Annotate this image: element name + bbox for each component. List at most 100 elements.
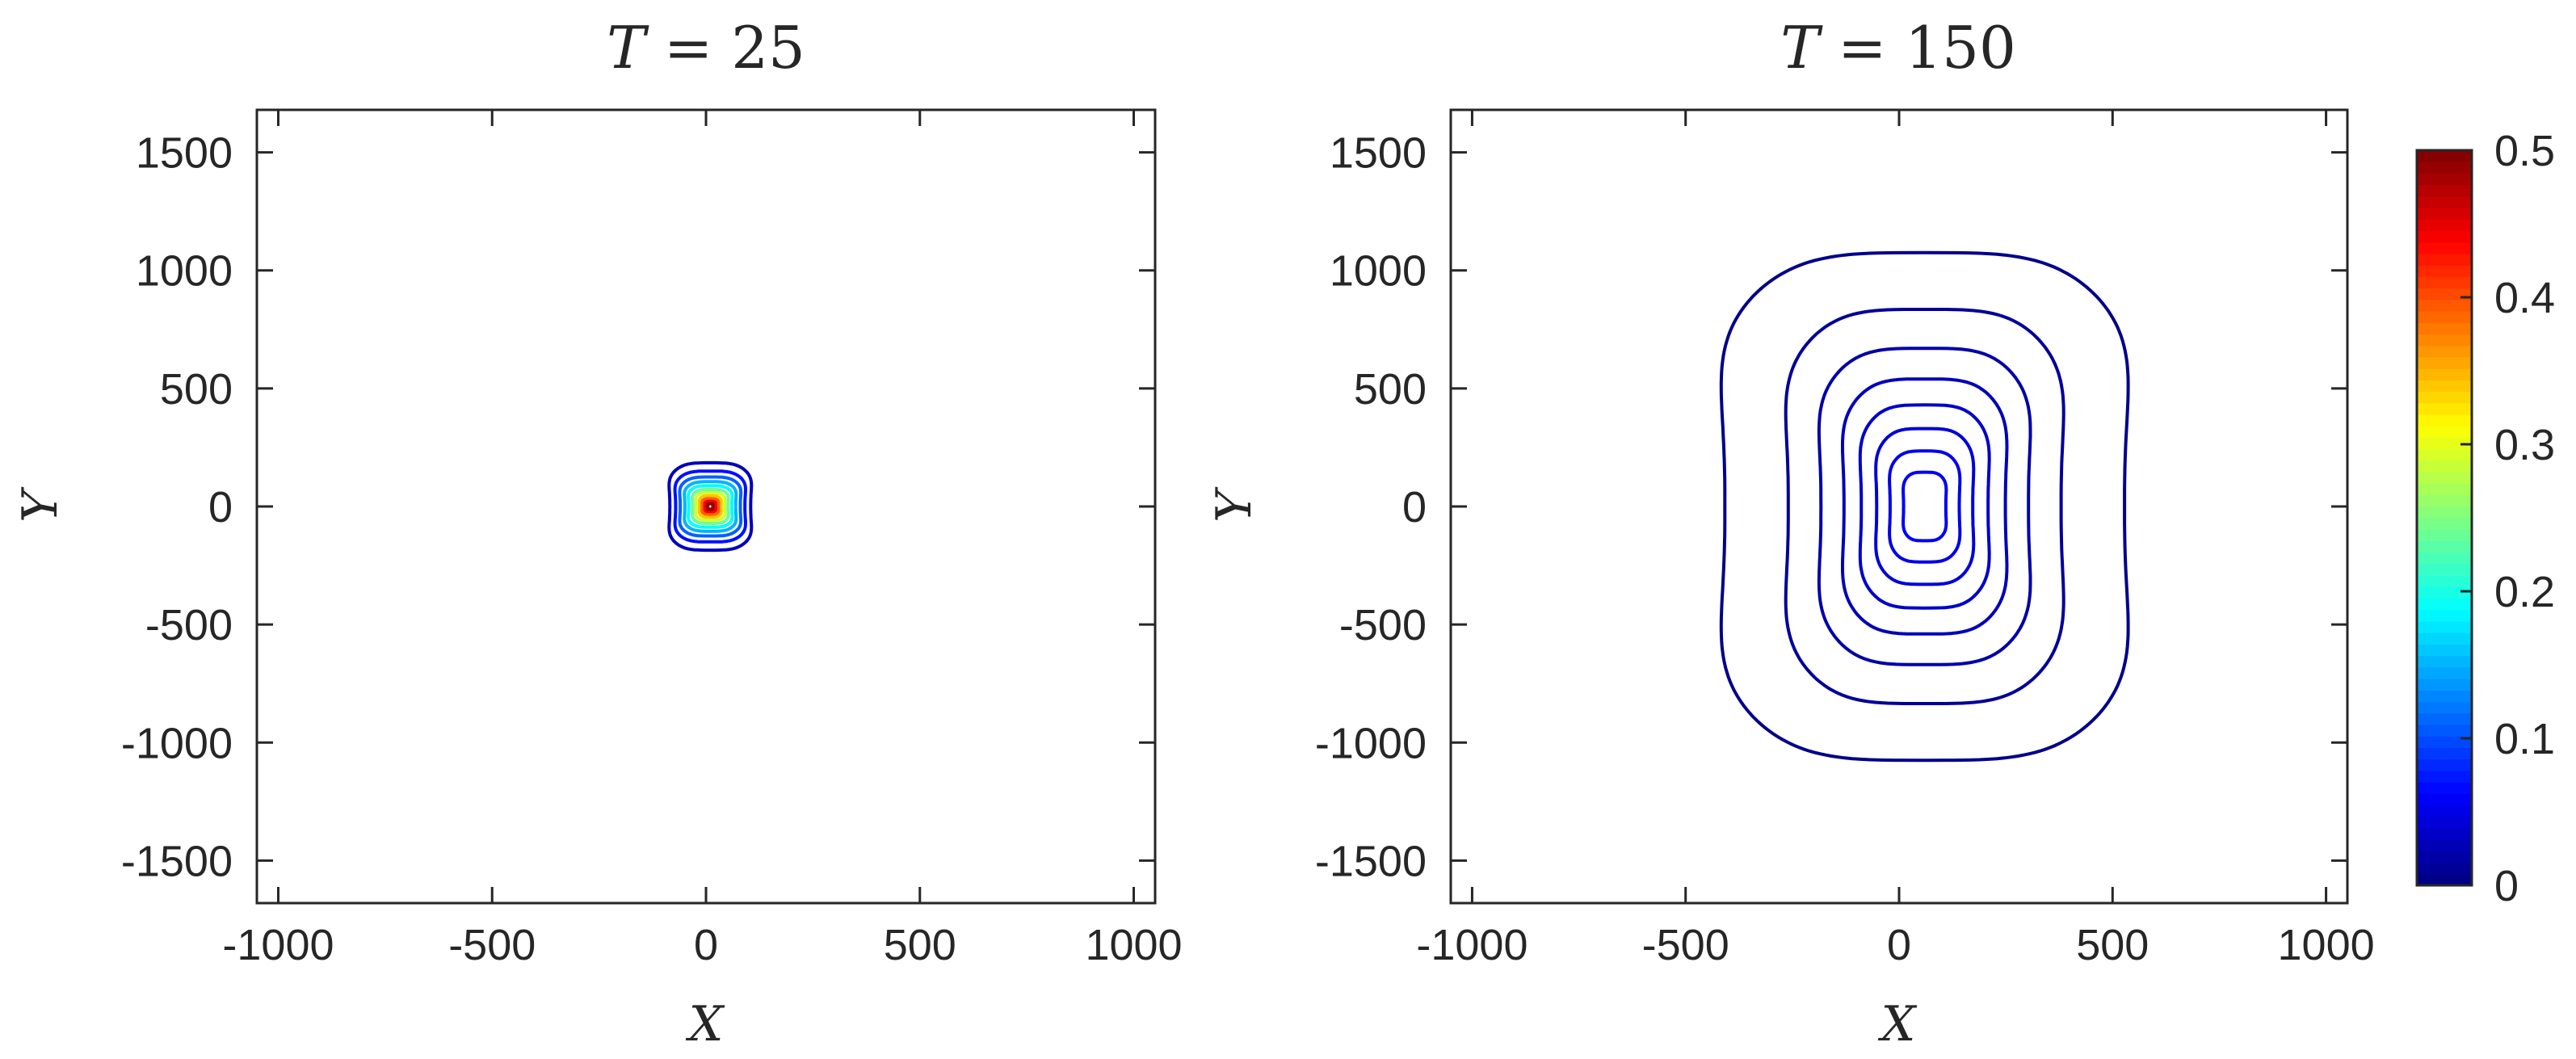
x-tick-label: 1000: [2278, 921, 2375, 969]
colorbar-segment: [2417, 368, 2472, 380]
y-tick-label: -1000: [1315, 719, 1427, 767]
colorbar-tick-label: 0.3: [2494, 421, 2555, 469]
colorbar-segment: [2417, 575, 2472, 587]
y-tick-label: 1000: [1330, 247, 1427, 296]
y-axis-label-right: Y: [1206, 486, 1263, 523]
colorbar-segment: [2417, 322, 2472, 335]
colorbar-segment: [2417, 380, 2472, 393]
colorbar-segment: [2417, 679, 2472, 691]
colorbar-segment: [2417, 265, 2472, 278]
colorbar-segment: [2417, 839, 2472, 851]
y-tick-label: 0: [208, 483, 233, 532]
colorbar-tick-label: 0: [2494, 862, 2519, 910]
colorbar-segment: [2417, 288, 2472, 300]
title-left: T = 25: [607, 14, 805, 82]
colorbar-segment: [2417, 529, 2472, 542]
x-tick-label: -500: [1642, 921, 1729, 969]
colorbar-segment: [2417, 334, 2472, 347]
colorbar-segment: [2417, 690, 2472, 703]
contour-level-6: [1888, 449, 1962, 564]
contour-level-10: [705, 502, 715, 511]
y-tick-label: -500: [1339, 601, 1427, 649]
contour-level-3: [683, 480, 738, 533]
colorbar-tick-label: 0.4: [2494, 274, 2555, 322]
y-tick-label: -1500: [121, 837, 233, 885]
contour-level-8: [700, 497, 721, 516]
title-right: T = 150: [1780, 14, 2016, 82]
colorbar-segment: [2417, 827, 2472, 840]
colorbar-segment: [2417, 184, 2472, 197]
colorbar-segment: [2417, 391, 2472, 404]
colorbar-segment: [2417, 162, 2472, 174]
colorbar-segment: [2417, 402, 2472, 415]
colorbar-segment: [2417, 586, 2472, 599]
colorbar-segment: [2417, 311, 2472, 323]
colorbar-segment: [2417, 644, 2472, 657]
colorbar-segment: [2417, 747, 2472, 760]
colorbar-segment: [2417, 563, 2472, 576]
colorbar-segment: [2417, 701, 2472, 714]
contour-level-2: [1817, 347, 2032, 666]
panel-left: T = 25 X Y -1000 -500 0 500 1000 1500 1000 500 0…: [12, 14, 1183, 1053]
colorbar-segment: [2417, 253, 2472, 266]
colorbar-tick-label: 0.1: [2494, 715, 2555, 763]
colorbar-segment: [2417, 793, 2472, 806]
x-axis-label-right: X: [1878, 996, 1918, 1053]
y-tick-label: 1000: [136, 247, 233, 296]
colorbar-segment: [2417, 426, 2472, 439]
contour-level-0: [667, 460, 754, 553]
colorbar-segment: [2417, 518, 2472, 530]
colorbar-segment: [2417, 195, 2472, 208]
colorbar-segment: [2417, 437, 2472, 450]
y-tick-label: 1500: [1330, 129, 1427, 178]
contour-level-5: [691, 488, 730, 525]
colorbar-segment: [2417, 150, 2472, 162]
panel-right: T = 150 X Y -1000 -500 0 500 1000 1500 1000 500…: [1206, 14, 2375, 1053]
x-tick-label: 500: [2076, 921, 2149, 969]
colorbar-segment: [2417, 242, 2472, 254]
y-tick-label: 500: [1354, 365, 1427, 414]
colorbar-segment: [2417, 552, 2472, 565]
colorbar-segment: [2417, 208, 2472, 220]
colorbar-segment: [2417, 345, 2472, 358]
colorbar-segment: [2417, 414, 2472, 427]
x-tick-label: -1000: [1416, 921, 1528, 969]
contour-lines: [667, 460, 754, 553]
colorbar-segment: [2417, 483, 2472, 496]
contour-lines: [1719, 250, 2130, 763]
colorbar-segment: [2417, 506, 2472, 519]
contour-level-0: [1719, 250, 2130, 763]
colorbar-segment: [2417, 632, 2472, 645]
colorbar-segment: [2417, 712, 2472, 725]
colorbar-segment: [2417, 219, 2472, 232]
colorbar-segment: [2417, 609, 2472, 622]
y-tick-label: -1500: [1315, 837, 1427, 885]
contour-level-4: [1858, 403, 1991, 610]
y-axis-label-left: Y: [12, 486, 69, 523]
colorbar-tick-label: 0.2: [2494, 568, 2555, 616]
colorbar-segment: [2417, 620, 2472, 633]
colorbar-segment: [2417, 759, 2472, 771]
colorbar-segment: [2417, 862, 2472, 875]
colorbar-segment: [2417, 851, 2472, 864]
colorbar-segment: [2417, 805, 2472, 817]
colorbar-segment: [2417, 540, 2472, 553]
x-tick-label: 0: [1887, 921, 1911, 969]
colorbar-segment: [2417, 448, 2472, 461]
axes-box: [1449, 108, 2349, 905]
contour-level-1: [1784, 308, 2065, 705]
contour-level-2: [678, 475, 743, 538]
colorbar-segment: [2417, 782, 2472, 794]
x-tick-label: 0: [694, 921, 718, 969]
colorbar: 0 0.1 0.2 0.3 0.4 0.5: [2415, 127, 2555, 910]
contour-level-7: [1902, 470, 1948, 543]
contour-level-4: [687, 484, 734, 529]
y-tick-label: 1500: [136, 129, 233, 178]
colorbar-segment: [2417, 598, 2472, 611]
colorbar-segment: [2417, 230, 2472, 243]
y-tick-label: 500: [160, 365, 233, 414]
colorbar-segment: [2417, 460, 2472, 473]
colorbar-segment: [2417, 724, 2472, 737]
contour-level-1: [673, 469, 747, 544]
colorbar-segment: [2417, 666, 2472, 679]
